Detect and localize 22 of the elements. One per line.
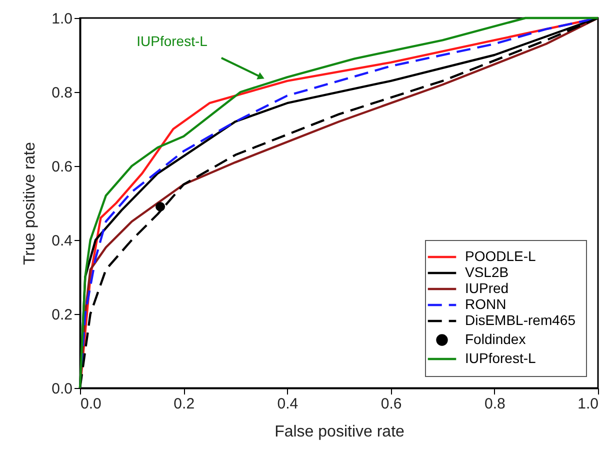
legend-label: DisEMBL-rem465	[465, 312, 576, 328]
y-tick-label: 0.8	[52, 84, 72, 102]
x-tick-label: 0.8	[484, 396, 506, 412]
legend-label: Foldindex	[465, 331, 526, 347]
legend-label: IUPred	[465, 280, 509, 296]
y-tick-label: 0.6	[52, 158, 72, 176]
y-tick-label: 0.0	[52, 380, 72, 398]
legend-label: IUPforest-L	[465, 350, 536, 366]
legend-label: POODLE-L	[465, 248, 536, 264]
y-tick-label: 1.0	[52, 10, 72, 28]
legend-label: VSL2B	[465, 264, 509, 280]
y-tick-label: 0.2	[52, 306, 72, 324]
x-tick-label: 1.0	[578, 396, 598, 412]
annotation: IUPforest-L	[136, 32, 208, 49]
y-axis-title: True positive rate	[22, 142, 39, 266]
y-tick-label: 0.4	[52, 232, 72, 250]
x-tick-label: 0.0	[80, 396, 102, 412]
x-tick-label: 0.6	[380, 396, 402, 412]
legend-label: RONN	[465, 296, 506, 312]
x-tick-label: 0.2	[174, 396, 195, 412]
x-axis-title: False positive rate	[274, 424, 405, 440]
x-tick-label: 0.4	[277, 396, 298, 412]
